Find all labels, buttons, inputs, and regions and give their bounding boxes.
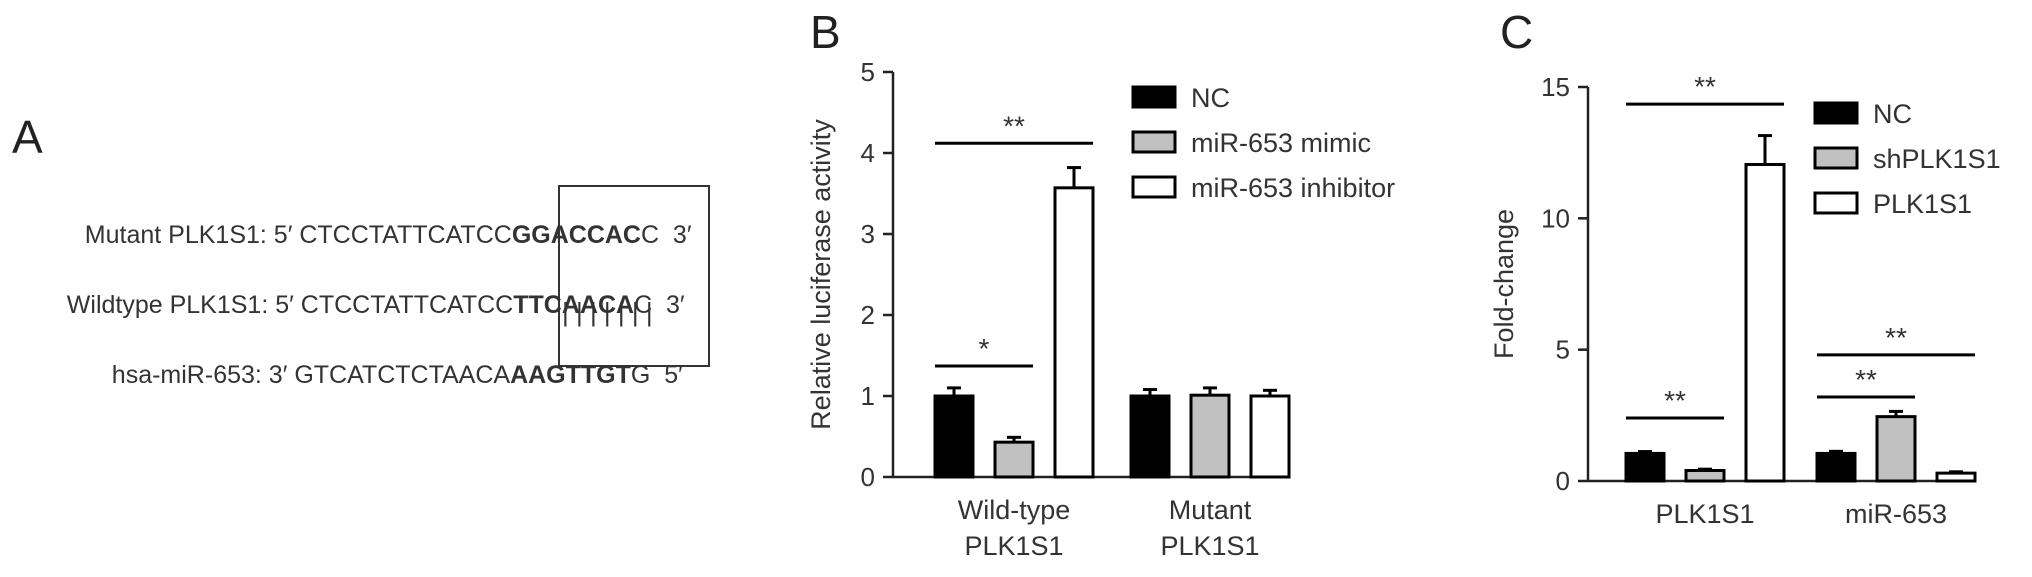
- y-tick-label: 0: [861, 462, 875, 492]
- bar: [1053, 186, 1095, 479]
- mirna-sequence-tail: G 5′: [630, 361, 683, 389]
- mutant-boxed-bases: GGACCAC: [511, 221, 641, 249]
- bar: [1815, 451, 1857, 483]
- significance-label: *: [979, 333, 990, 364]
- legend-label: miR-653 mimic: [1191, 128, 1371, 158]
- y-tick-label: 3: [861, 219, 875, 249]
- legend-swatch: [1813, 101, 1859, 125]
- bar: [1744, 162, 1786, 483]
- legend-swatch: [1131, 130, 1177, 154]
- y-tick-label: 0: [1556, 466, 1570, 496]
- legend-swatch: [1131, 175, 1177, 199]
- mutant-sequence-label: Mutant PLK1S1: 5′ CTCCTATTCATCC: [84, 221, 512, 249]
- bar: [1624, 451, 1666, 483]
- y-tick-label: 5: [1556, 335, 1570, 365]
- significance-label: **: [1003, 110, 1025, 141]
- y-tick-label: 2: [861, 300, 875, 330]
- legend-swatch: [1813, 146, 1859, 170]
- y-tick-label: 4: [861, 138, 875, 168]
- legend-swatch: [1813, 191, 1859, 215]
- x-tick-label: PLK1S1: [964, 531, 1063, 561]
- y-tick-label: 10: [1541, 203, 1570, 233]
- significance-label: **: [1885, 322, 1907, 353]
- wildtype-boxed-bases: TTCAACA: [513, 291, 635, 319]
- y-tick-label: 1: [861, 381, 875, 411]
- x-tick-label: Mutant: [1169, 495, 1252, 525]
- panel-label-b: B: [810, 6, 841, 58]
- x-tick-label: Wild-type: [958, 495, 1071, 525]
- bar: [1249, 394, 1291, 479]
- x-tick-label: PLK1S1: [1160, 531, 1259, 561]
- wildtype-sequence-tail: C 3′: [634, 291, 685, 319]
- panel-label-a: A: [12, 111, 43, 163]
- legend-swatch: [1131, 85, 1177, 109]
- pairing-lines: | | | | | | |: [562, 297, 653, 327]
- mutant-sequence-tail: C 3′: [640, 221, 692, 249]
- bar: [1189, 393, 1231, 479]
- legend-label: miR-653 inhibitor: [1191, 173, 1395, 203]
- y-axis-label: Relative luciferase activity: [806, 119, 836, 430]
- mirna-sequence-row: hsa-miR-653: 3′ GTCATCTCTAACAAAGTTGTG 5′: [84, 332, 683, 419]
- x-tick-label: miR-653: [1845, 499, 1947, 529]
- wildtype-sequence-label: Wildtype PLK1S1: 5′ CTCCTATTCATCC: [66, 291, 514, 319]
- bar: [1935, 471, 1977, 483]
- bar: [933, 394, 975, 479]
- significance-label: **: [1664, 385, 1686, 416]
- legend-label: shPLK1S1: [1873, 144, 2001, 174]
- x-tick-label: PLK1S1: [1655, 499, 1754, 529]
- bar: [1684, 468, 1726, 483]
- legend-label: PLK1S1: [1873, 189, 1972, 219]
- y-axis-label: Fold-change: [1489, 209, 1519, 359]
- y-tick-label: 15: [1541, 72, 1570, 102]
- significance-label: **: [1855, 364, 1877, 395]
- mirna-sequence-label: hsa-miR-653: 3′ GTCATCTCTAACA: [111, 361, 511, 389]
- y-tick-label: 5: [861, 57, 875, 87]
- wildtype-sequence-row: Wildtype PLK1S1: 5′ CTCCTATTCATCCTTCAACA…: [39, 262, 685, 349]
- binding-site-box: [558, 185, 710, 367]
- legend-label: NC: [1191, 83, 1230, 113]
- significance-label: **: [1694, 71, 1716, 102]
- mutant-sequence-row: Mutant PLK1S1: 5′ CTCCTATTCATCCGGACCACC …: [57, 192, 692, 279]
- panel-label-c: C: [1500, 6, 1534, 58]
- bar: [1875, 415, 1917, 483]
- legend-label: NC: [1873, 99, 1912, 129]
